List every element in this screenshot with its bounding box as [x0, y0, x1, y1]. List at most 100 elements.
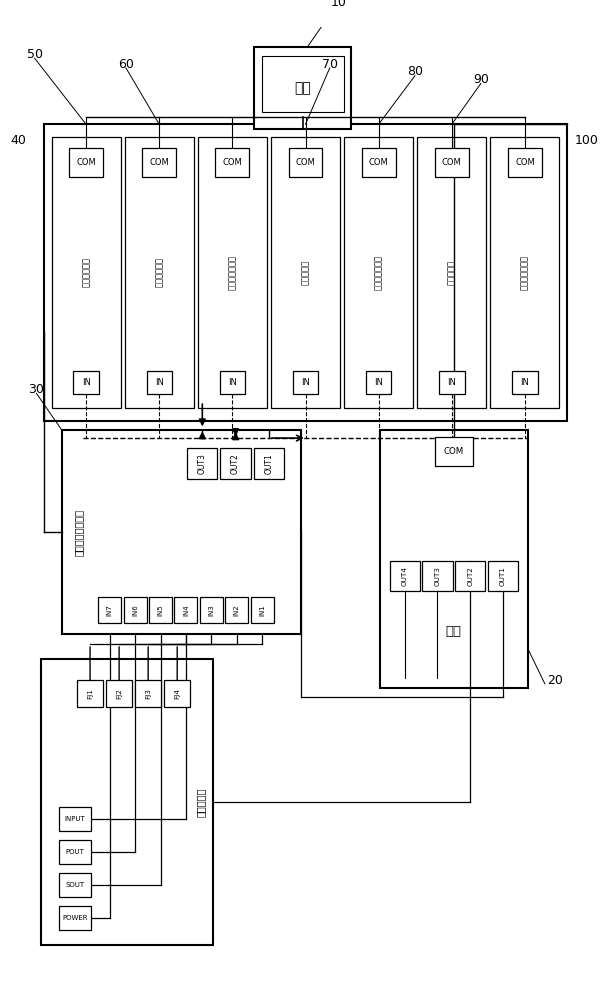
Text: 40: 40 — [10, 134, 26, 147]
Bar — [512, 371, 537, 394]
Bar — [221, 448, 250, 479]
Text: 30: 30 — [29, 383, 44, 396]
Text: IN: IN — [447, 378, 456, 387]
Bar — [508, 148, 542, 177]
Text: 模拟量采集板: 模拟量采集板 — [154, 257, 164, 287]
Text: 80: 80 — [407, 65, 423, 78]
Bar — [125, 137, 194, 408]
Text: COM: COM — [76, 158, 96, 167]
Bar — [123, 597, 147, 623]
Bar — [69, 148, 103, 177]
Text: 70: 70 — [322, 58, 337, 71]
Text: IN7: IN7 — [107, 604, 112, 616]
Text: IN: IN — [520, 378, 530, 387]
Bar — [60, 840, 91, 864]
Bar — [226, 597, 248, 623]
Bar — [62, 430, 301, 634]
Text: FJ2: FJ2 — [116, 688, 122, 699]
Text: 50: 50 — [27, 48, 43, 61]
Bar — [293, 371, 318, 394]
Bar — [366, 371, 392, 394]
Bar — [106, 680, 132, 707]
Text: 电源: 电源 — [446, 625, 462, 638]
Bar — [187, 448, 218, 479]
Text: COM: COM — [442, 158, 461, 167]
Bar — [60, 807, 91, 831]
Text: COM: COM — [295, 158, 316, 167]
Text: 20: 20 — [547, 674, 563, 687]
Bar — [164, 680, 190, 707]
Text: 音频发生电路板: 音频发生电路板 — [374, 255, 383, 290]
Bar — [289, 148, 322, 177]
Bar — [219, 371, 245, 394]
Text: FJ3: FJ3 — [145, 688, 151, 699]
Text: 通讯检测电路板: 通讯检测电路板 — [520, 255, 530, 290]
Text: 10: 10 — [331, 0, 347, 9]
Bar — [435, 437, 472, 466]
Bar — [271, 137, 340, 408]
Text: IN: IN — [155, 378, 164, 387]
Text: OUT4: OUT4 — [402, 566, 408, 586]
Text: 开关量控制板: 开关量控制板 — [81, 257, 91, 287]
Bar — [491, 137, 559, 408]
Text: FJ1: FJ1 — [87, 688, 93, 699]
Text: IN5: IN5 — [157, 604, 164, 616]
Text: IN2: IN2 — [234, 604, 240, 616]
Bar — [98, 597, 121, 623]
Bar — [417, 137, 486, 408]
Text: IN: IN — [81, 378, 91, 387]
Text: IN: IN — [374, 378, 383, 387]
Text: OUT2: OUT2 — [467, 566, 473, 586]
Bar — [60, 906, 91, 930]
Bar — [135, 680, 161, 707]
Text: OUT2: OUT2 — [231, 453, 240, 474]
Bar — [149, 597, 172, 623]
Text: 视频发生电路板: 视频发生电路板 — [228, 255, 237, 290]
Text: COM: COM — [150, 158, 169, 167]
Bar — [254, 448, 284, 479]
Text: 视频采集板: 视频采集板 — [301, 260, 310, 285]
Text: 音频采集板: 音频采集板 — [447, 260, 456, 285]
Text: SOUT: SOUT — [66, 882, 85, 888]
Bar — [74, 371, 98, 394]
Text: IN: IN — [301, 378, 310, 387]
Bar — [147, 371, 172, 394]
Text: 电脑: 电脑 — [294, 81, 311, 95]
Text: 100: 100 — [575, 134, 599, 147]
Text: POWER: POWER — [63, 915, 88, 921]
Text: COM: COM — [444, 447, 464, 456]
Bar — [215, 148, 249, 177]
Text: OUT1: OUT1 — [500, 566, 506, 586]
Bar — [261, 56, 344, 112]
Bar — [142, 148, 176, 177]
Text: IN6: IN6 — [132, 604, 138, 616]
Text: POUT: POUT — [66, 849, 85, 855]
Text: IN3: IN3 — [209, 604, 215, 616]
Text: OUT3: OUT3 — [435, 566, 440, 586]
Bar — [60, 873, 91, 897]
Bar — [174, 597, 198, 623]
Bar — [344, 137, 413, 408]
Text: COM: COM — [223, 158, 242, 167]
Text: OUT1: OUT1 — [264, 453, 274, 474]
Text: 90: 90 — [473, 73, 489, 86]
Bar — [455, 561, 485, 591]
Bar — [254, 47, 351, 129]
Text: IN4: IN4 — [183, 604, 189, 616]
Bar — [41, 659, 213, 945]
Bar — [52, 137, 120, 408]
Bar — [77, 680, 103, 707]
Bar — [250, 597, 274, 623]
Text: FJ4: FJ4 — [174, 688, 180, 699]
Text: 待测电路板: 待测电路板 — [196, 787, 206, 817]
Text: 继电器阵列电路板: 继电器阵列电路板 — [74, 509, 84, 556]
Text: IN: IN — [228, 378, 237, 387]
Bar — [488, 561, 518, 591]
Bar — [362, 148, 396, 177]
Bar — [379, 430, 528, 688]
Text: 60: 60 — [118, 58, 134, 71]
Bar — [435, 148, 469, 177]
Text: INPUT: INPUT — [65, 816, 86, 822]
Bar — [44, 124, 567, 421]
Bar — [423, 561, 452, 591]
